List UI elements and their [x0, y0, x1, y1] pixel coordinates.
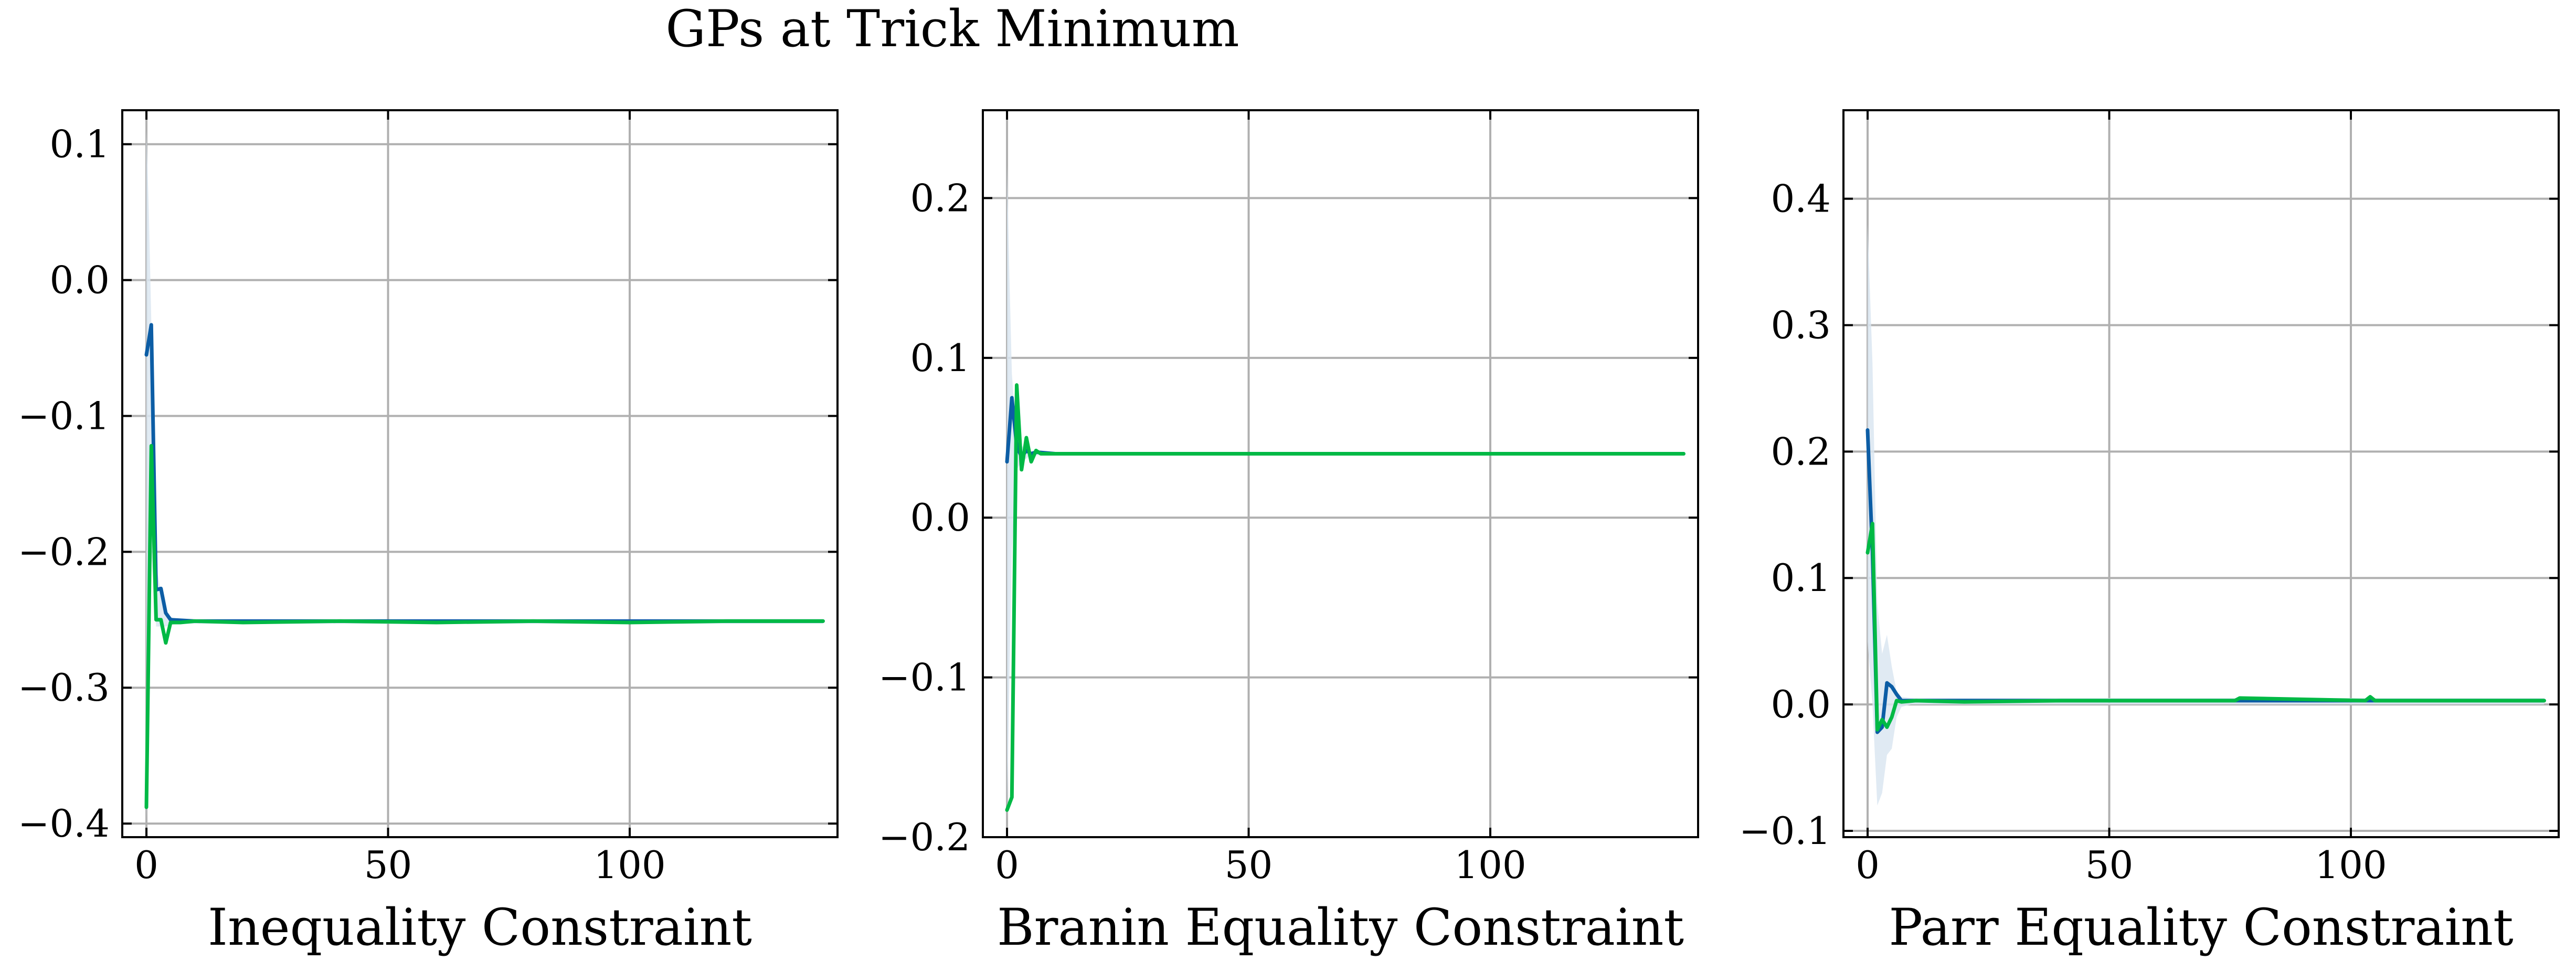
- y-tick-label: −0.2: [18, 530, 110, 574]
- y-tick-label: −0.1: [1739, 809, 1831, 853]
- x-tick-label: 50: [2085, 843, 2134, 887]
- y-tick-label: 0.0: [910, 495, 970, 540]
- plot-frame: [1842, 109, 2560, 838]
- x-tick-label: 0: [134, 843, 158, 887]
- x-tick-label: 50: [364, 843, 412, 887]
- panel-branin-equality-constraint: 0 50 100 −0.2 −0.1 0.0 0.1 0.2 Branin Equality C…: [878, 109, 1699, 957]
- y-tick-label: −0.3: [18, 666, 110, 710]
- plot-frame: [982, 109, 1699, 838]
- y-tick-label: 0.1: [49, 122, 110, 166]
- y-tick-label: 0.1: [1771, 556, 1831, 600]
- series-line-green: [144, 444, 825, 809]
- confidence-band: [1007, 166, 1684, 821]
- y-tick-label: −0.2: [878, 815, 970, 859]
- x-axis-label: Branin Equality Constraint: [997, 898, 1684, 957]
- series-line-green: [1005, 383, 1685, 812]
- panel-parr-equality-constraint: 0 50 100 −0.1 0.0 0.1 0.2 0.3 0.4 Parr Equality C…: [1739, 109, 2560, 957]
- plot-frame: [121, 109, 839, 838]
- y-tick-label: 0.0: [49, 258, 110, 302]
- y-tick-label: −0.1: [878, 656, 970, 700]
- y-tick-label: −0.1: [18, 394, 110, 438]
- x-axis-label: Parr Equality Constraint: [1889, 898, 2513, 957]
- y-tick-label: 0.0: [1771, 682, 1831, 726]
- y-tick-label: 0.2: [1771, 429, 1831, 473]
- confidence-band: [146, 130, 823, 824]
- series-line-green: [1865, 522, 2546, 732]
- y-tick-label: 0.3: [1771, 303, 1831, 347]
- y-tick-label: 0.1: [910, 336, 970, 380]
- panel-inequality-constraint: 0 50 100 −0.4 −0.3 −0.2 −0.1 0.0 0.1 Inequality C…: [18, 109, 839, 957]
- x-tick-label: 100: [593, 843, 665, 887]
- x-axis-label: Inequality Constraint: [208, 898, 752, 957]
- y-tick-label: 0.4: [1771, 177, 1831, 221]
- figure-title: GPs at Trick Minimum: [665, 0, 1239, 58]
- series-line-blue: [144, 323, 825, 623]
- x-tick-label: 0: [1856, 843, 1880, 887]
- x-tick-label: 50: [1225, 843, 1273, 887]
- y-tick-label: 0.2: [910, 176, 970, 220]
- x-tick-label: 100: [2315, 843, 2387, 887]
- confidence-band: [1868, 224, 2545, 806]
- series-line-blue: [1865, 428, 2546, 734]
- x-tick-label: 100: [1454, 843, 1526, 887]
- x-tick-label: 0: [995, 843, 1019, 887]
- y-tick-label: −0.4: [18, 801, 110, 846]
